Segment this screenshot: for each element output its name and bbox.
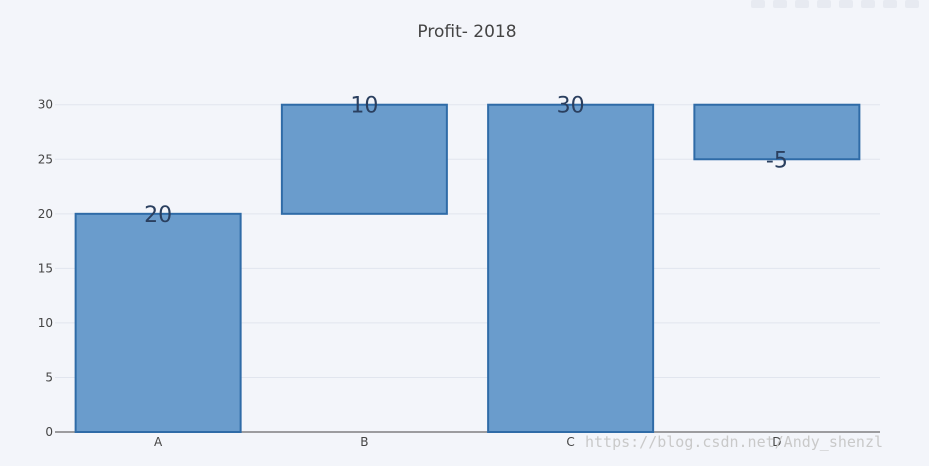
camera-icon[interactable] [751,0,765,8]
x-tick-label: A [154,435,163,449]
data-label: 30 [557,94,585,119]
y-axis-ticks: 0 5 10 15 20 25 30 [38,98,53,439]
data-label: 20 [144,203,172,228]
bar-d[interactable] [693,103,861,161]
y-tick-label: 25 [38,152,53,166]
zoom-in-icon[interactable] [817,0,831,8]
bar-c[interactable] [487,103,655,434]
y-tick-label: 15 [38,261,53,275]
y-tick-label: 5 [45,370,53,384]
x-tick-label: C [566,435,574,449]
watermark: https://blog.csdn.net/Andy_shenzl [585,433,884,451]
plotly-logo-icon[interactable] [905,0,919,8]
data-label: -5 [766,148,788,173]
y-tick-label: 0 [45,425,53,439]
bar-a[interactable] [74,212,242,433]
y-tick-label: 10 [38,316,53,330]
reset-axes-icon[interactable] [883,0,897,8]
bar-b[interactable] [280,103,448,215]
x-tick-label: D [772,435,781,449]
y-tick-label: 20 [38,207,53,221]
chart-title: Profit- 2018 [417,22,516,42]
modebar[interactable] [579,0,919,10]
x-tick-label: B [360,435,368,449]
data-labels: 20 10 30 -5 [144,94,788,228]
data-label: 10 [350,94,378,119]
zoom-icon[interactable] [773,0,787,8]
x-axis-ticks: A B C D [154,435,781,449]
pan-icon[interactable] [795,0,809,8]
bars [74,103,861,434]
autoscale-icon[interactable] [861,0,875,8]
y-tick-label: 30 [38,98,53,112]
zoom-out-icon[interactable] [839,0,853,8]
